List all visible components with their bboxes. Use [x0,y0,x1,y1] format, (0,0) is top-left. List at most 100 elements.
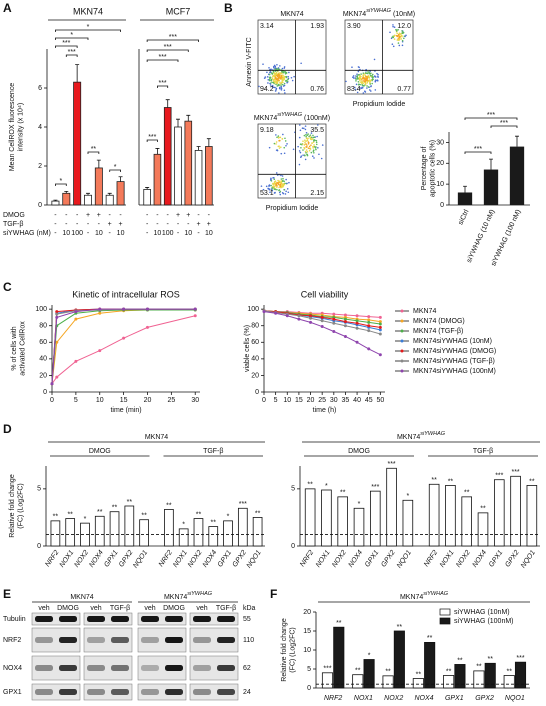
series-marker [378,328,382,332]
event-dot [401,39,404,42]
event-dot [313,151,315,154]
x-tick-label: GPX2 [475,695,494,702]
significance-label: * [227,514,230,521]
event-dot [262,63,264,65]
blot-band [193,616,211,622]
blot-band [59,616,77,622]
event-dot [392,24,394,26]
series-marker [332,321,336,325]
event-dot [275,87,278,90]
event-dot [281,74,284,77]
event-dot [366,75,368,78]
condition-cell: + [207,221,211,228]
y-tick-label: 20 [303,609,311,616]
y-axis-label: Relative fold change [281,618,288,682]
title-sup: siYWHAG [420,431,445,437]
x-tick-label: 5 [274,397,278,404]
event-dot [365,72,367,74]
event-dot [270,68,272,71]
y-tick-label: 4 [38,124,42,131]
event-dot [285,75,288,78]
event-dot [396,39,399,41]
event-dot [306,145,308,147]
quadrant-value: 0.77 [397,86,411,93]
chart-title: Kinetic of intracellular ROS [72,289,180,299]
event-dot [283,67,286,69]
blot-strip [137,683,187,701]
event-dot [321,144,324,146]
event-dot [282,177,284,180]
event-dot [280,89,283,91]
significance-bracket [464,117,518,120]
significance-label: *** [169,34,177,41]
bar [73,81,82,206]
event-dot [393,38,396,40]
bar [510,475,521,547]
series-marker [320,325,324,329]
bar [424,642,436,689]
event-dot [373,58,376,61]
x-tick-label: 25 [318,397,326,404]
event-dot [308,141,310,144]
series-marker [378,353,382,357]
title-base: MKN74 [145,434,168,441]
event-dot [274,86,276,89]
event-dot [298,124,301,126]
event-dot [398,44,401,47]
event-dot [279,136,282,139]
blot-band [87,637,105,643]
event-dot [395,34,398,37]
event-dot [288,71,290,74]
error-bar [75,64,80,83]
event-dot [279,183,282,185]
bar [393,630,405,689]
error-bar [489,158,493,170]
kda-label: 110 [243,637,254,644]
significance-label: *** [511,469,519,476]
event-dot [282,185,284,188]
event-dot [398,39,400,42]
event-dot [370,85,372,87]
y-axis-label: viable cells (%) [244,325,251,372]
bar [353,507,365,547]
x-tick-label: NQO1 [132,549,149,569]
event-dot [277,182,280,184]
x-tick-label: NOX4 [88,549,105,569]
y-tick-label: 5 [37,486,41,493]
series-marker [145,325,149,329]
event-dot [362,82,364,84]
event-dot [366,80,369,83]
bar [352,674,364,689]
event-dot [304,141,306,144]
quadrant-value: 3.14 [260,23,274,30]
x-tick-label: 10 [96,397,104,404]
x-tick-label: siCtrl [457,208,470,226]
bar [483,169,499,205]
significance-label: * [87,24,90,31]
bar [62,192,71,206]
event-dot [312,147,314,149]
x-tick-label: NOX1 [439,549,456,569]
bar [208,526,219,547]
event-dot [281,78,283,81]
series-marker [122,336,126,340]
significance-bracket [55,45,78,48]
y-tick-label: 5 [291,486,295,493]
event-dot [310,132,313,134]
significance-label: ** [307,482,313,489]
x-tick-label: GPX1 [488,549,505,568]
bar [443,675,455,689]
event-dot [275,141,278,143]
event-dot [363,80,366,82]
event-dot [392,25,394,28]
quadrant-value: 83.4 [347,86,361,93]
x-tick-label: GPX1 [217,549,234,568]
event-dot [282,180,284,182]
blot-band [165,637,183,643]
event-dot [313,139,316,141]
bar [461,496,473,547]
quadrant-value: 9.18 [260,127,274,134]
x-tick-label: 0 [262,397,266,404]
event-dot [275,82,277,84]
